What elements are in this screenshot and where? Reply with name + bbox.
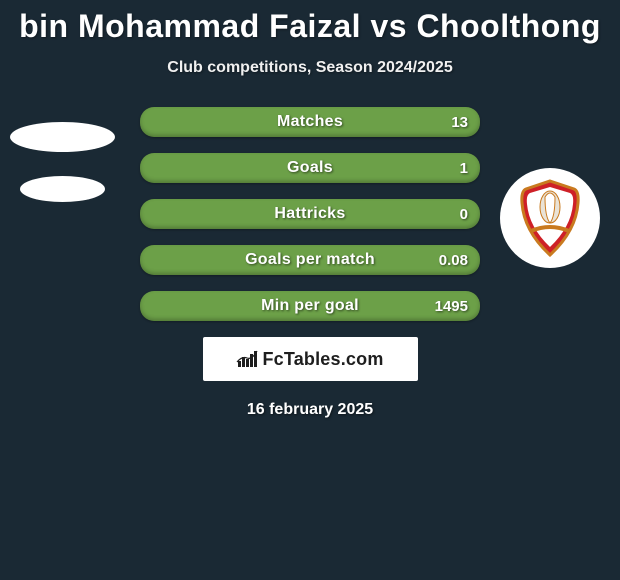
stat-label: Hattricks [140, 199, 480, 229]
stat-label: Goals [140, 153, 480, 183]
stat-row-goals: Goals 1 [140, 153, 480, 183]
stat-value: 0.08 [439, 245, 468, 275]
stat-value: 1495 [435, 291, 468, 321]
bar-chart-icon [236, 349, 258, 369]
stat-row-goals-per-match: Goals per match 0.08 [140, 245, 480, 275]
fctables-label: FcTables.com [262, 349, 383, 370]
shield-icon [519, 179, 581, 257]
stat-value: 1 [460, 153, 468, 183]
left-team-logo [10, 122, 115, 202]
stat-row-hattricks: Hattricks 0 [140, 199, 480, 229]
right-team-logo [500, 168, 600, 268]
stat-value: 13 [451, 107, 468, 137]
ellipse-icon [10, 122, 115, 152]
stat-label: Min per goal [140, 291, 480, 321]
stat-value: 0 [460, 199, 468, 229]
stat-label: Matches [140, 107, 480, 137]
fctables-badge: FcTables.com [203, 337, 418, 381]
date-text: 16 february 2025 [0, 401, 620, 419]
stats-container: Matches 13 Goals 1 Hattricks 0 Goals per… [140, 107, 480, 321]
stat-label: Goals per match [140, 245, 480, 275]
badge-circle [500, 168, 600, 268]
stat-row-matches: Matches 13 [140, 107, 480, 137]
page-title: bin Mohammad Faizal vs Choolthong [0, 0, 620, 45]
ellipse-icon [20, 176, 105, 202]
stat-row-min-per-goal: Min per goal 1495 [140, 291, 480, 321]
page-subtitle: Club competitions, Season 2024/2025 [0, 59, 620, 77]
